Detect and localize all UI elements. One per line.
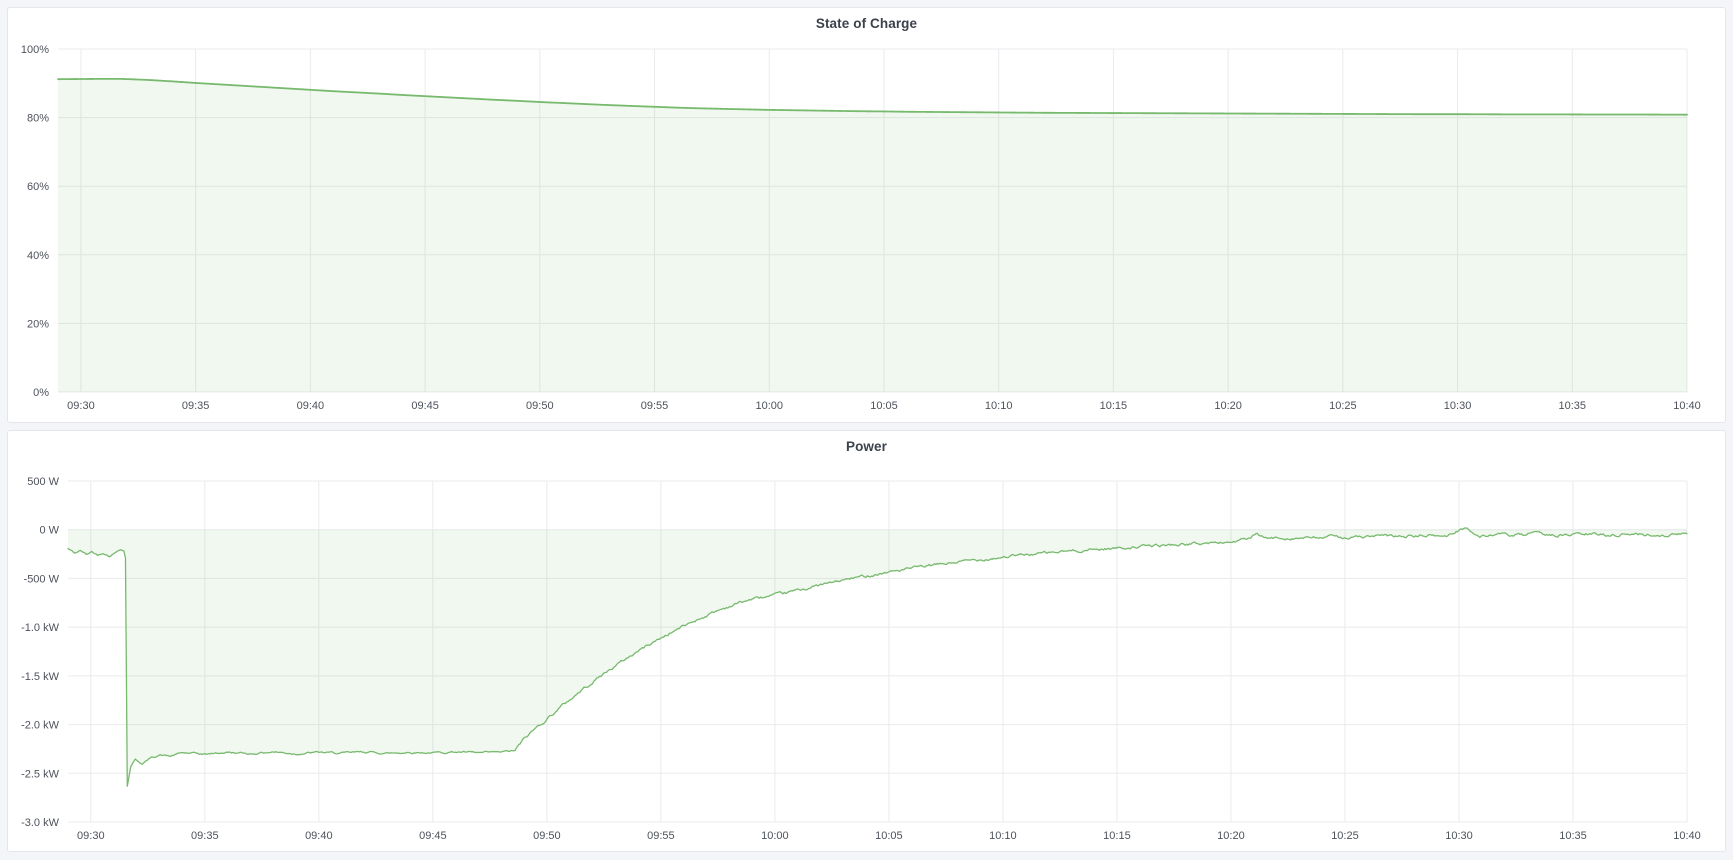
x-tick-label: 10:10 <box>989 830 1017 842</box>
x-tick-label: 09:50 <box>526 400 554 412</box>
x-tick-label: 10:40 <box>1673 400 1701 412</box>
panel-state-of-charge: State of Charge 09:30 09:35 09:40 09:45 09:5… <box>7 7 1726 423</box>
x-tick-label: 09:55 <box>647 830 675 842</box>
x-tick-label: 10:30 <box>1444 400 1472 412</box>
x-tick-label: 10:35 <box>1559 830 1587 842</box>
x-tick-label: 09:40 <box>305 830 333 842</box>
panel-power: Power 09:30 09:35 09:40 09:45 09:50 09:55 10:0… <box>7 430 1726 852</box>
x-tick-label: 10:20 <box>1217 830 1245 842</box>
x-tick-label: 10:15 <box>1100 400 1128 412</box>
y-tick-label: 60% <box>27 181 49 193</box>
panel-title-power[interactable]: Power <box>845 438 887 454</box>
y-tick-label: 80% <box>27 113 49 125</box>
x-tick-label: 09:30 <box>67 400 95 412</box>
x-tick-label: 10:10 <box>985 400 1013 412</box>
x-tick-label: 09:55 <box>641 400 669 412</box>
series-area-fill <box>58 78 1687 392</box>
x-tick-label: 09:40 <box>297 400 325 412</box>
x-tick-label: 10:00 <box>755 400 783 412</box>
x-tick-label: 10:25 <box>1329 400 1357 412</box>
y-tick-label: -1.0 kW <box>21 622 60 634</box>
x-tick-label: 10:40 <box>1673 830 1701 842</box>
series-line <box>57 77 1688 116</box>
x-tick-label: 10:00 <box>761 830 789 842</box>
x-tick-label: 10:20 <box>1214 400 1242 412</box>
power-svg: 09:30 09:35 09:40 09:45 09:50 09:55 10:00 10:05… <box>21 476 1701 842</box>
y-tick-label: 0 W <box>39 525 59 537</box>
x-tick-label: 09:35 <box>191 830 219 842</box>
power-chart[interactable]: 09:30 09:35 09:40 09:45 09:50 09:55 10:00 10:05… <box>8 431 1725 851</box>
y-axis: 500 W 0 W -500 W -1.0 kW -1.5 kW -2.0 kW -2.5 … <box>21 476 1687 829</box>
series-line <box>67 527 1688 787</box>
y-axis: 100% 80% 60% 40% 20% 0% <box>21 44 1687 399</box>
x-tick-label: 09:30 <box>77 830 105 842</box>
x-tick-label: 10:25 <box>1331 830 1359 842</box>
x-tick-label: 09:45 <box>411 400 439 412</box>
panel-title-state-of-charge[interactable]: State of Charge <box>815 15 918 31</box>
x-tick-label: 10:05 <box>870 400 898 412</box>
series-area-fill <box>68 527 1687 787</box>
y-tick-label: -2.0 kW <box>21 720 60 732</box>
state-of-charge-svg: 09:30 09:35 09:40 09:45 09:50 09:55 10:00 10:05… <box>21 44 1701 412</box>
y-tick-label: 20% <box>27 318 49 330</box>
y-tick-label: -500 W <box>24 573 60 585</box>
x-tick-label: 09:50 <box>533 830 561 842</box>
x-tick-label: 10:35 <box>1559 400 1587 412</box>
x-tick-label: 10:30 <box>1445 830 1473 842</box>
state-of-charge-chart[interactable]: 09:30 09:35 09:40 09:45 09:50 09:55 10:00 10:05… <box>8 8 1725 422</box>
y-tick-label: -2.5 kW <box>21 768 60 780</box>
x-axis: 09:30 09:35 09:40 09:45 09:50 09:55 10:00 10:05… <box>67 49 1701 412</box>
x-tick-label: 09:35 <box>182 400 210 412</box>
y-tick-label: 100% <box>21 44 49 56</box>
y-tick-label: 0% <box>33 387 49 399</box>
y-tick-label: 500 W <box>27 476 59 488</box>
x-axis: 09:30 09:35 09:40 09:45 09:50 09:55 10:00 10:05… <box>77 481 1701 842</box>
y-tick-label: -1.5 kW <box>21 671 60 683</box>
x-tick-label: 10:05 <box>875 830 903 842</box>
x-tick-label: 09:45 <box>419 830 447 842</box>
y-tick-label: 40% <box>27 250 49 262</box>
y-tick-label: -3.0 kW <box>21 817 60 829</box>
x-tick-label: 10:15 <box>1103 830 1131 842</box>
